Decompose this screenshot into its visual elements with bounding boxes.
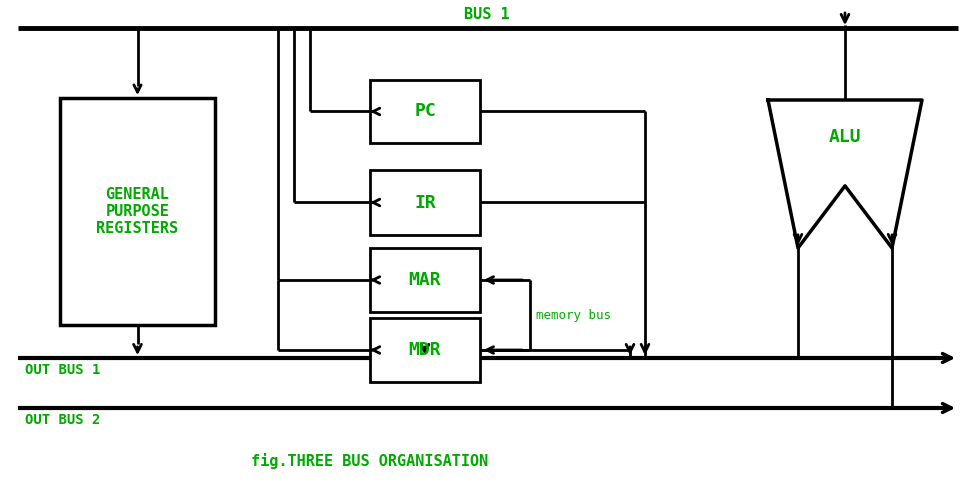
Text: GENERAL
PURPOSE
REGISTERS: GENERAL PURPOSE REGISTERS <box>97 187 178 236</box>
Text: IR: IR <box>414 193 436 211</box>
Text: ALU: ALU <box>829 128 861 146</box>
Text: memory bus: memory bus <box>536 309 611 322</box>
Bar <box>370 80 480 143</box>
Text: fig.THREE BUS ORGANISATION: fig.THREE BUS ORGANISATION <box>252 453 488 469</box>
Text: BUS 1: BUS 1 <box>464 7 510 22</box>
Bar <box>370 248 480 312</box>
Text: PC: PC <box>414 103 436 121</box>
Text: MAR: MAR <box>409 271 442 289</box>
Bar <box>370 318 480 382</box>
Bar <box>60 98 215 325</box>
Bar <box>370 170 480 235</box>
Text: OUT BUS 1: OUT BUS 1 <box>25 363 100 377</box>
Text: OUT BUS 2: OUT BUS 2 <box>25 413 100 427</box>
Text: MDR: MDR <box>409 341 442 359</box>
